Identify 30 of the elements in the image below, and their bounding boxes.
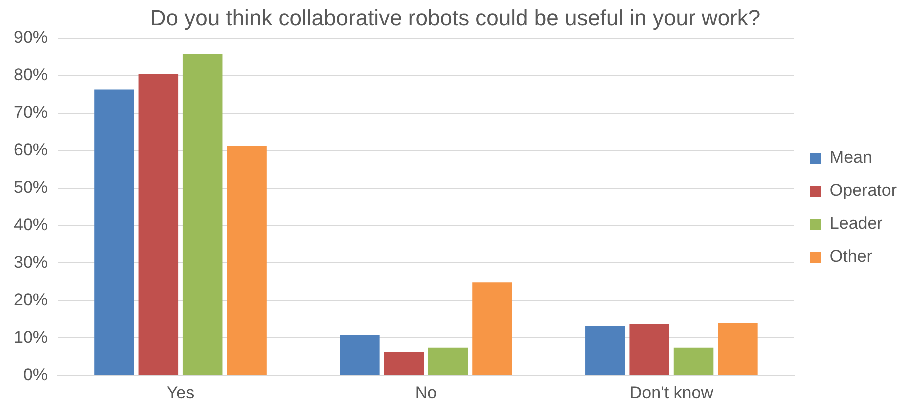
- bar: [630, 324, 670, 376]
- legend-label: Other: [830, 247, 873, 266]
- bar: [472, 282, 512, 376]
- y-tick-label: 10%: [14, 328, 48, 347]
- bar: [586, 326, 626, 376]
- legend-label: Mean: [830, 148, 872, 168]
- y-tick-label: 0%: [23, 365, 48, 384]
- chart-title: Do you think collaborative robots could be useful in your work?: [150, 5, 761, 30]
- y-tick-label: 20%: [14, 290, 48, 310]
- bar: [428, 348, 468, 376]
- x-tick-label: No: [415, 383, 438, 402]
- y-tick-label: 60%: [14, 140, 48, 160]
- y-tick-label: 30%: [14, 252, 48, 272]
- bar: [384, 352, 424, 376]
- y-tick-label: 90%: [14, 28, 48, 48]
- bar: [718, 323, 758, 376]
- bar: [182, 54, 223, 376]
- bar: [227, 146, 267, 376]
- x-tick-label: Don't know: [630, 383, 714, 402]
- bar: [94, 90, 134, 376]
- bar: [340, 335, 380, 376]
- y-tick-label: 70%: [14, 103, 48, 122]
- legend-label: Operator: [830, 181, 898, 200]
- legend-label: Leader: [830, 214, 884, 234]
- y-tick-label: 50%: [14, 178, 48, 197]
- bar: [138, 74, 179, 376]
- bar: [674, 348, 714, 376]
- y-tick-label: 80%: [14, 66, 48, 85]
- y-tick-label: 40%: [14, 215, 48, 234]
- x-tick-label: Yes: [166, 383, 195, 402]
